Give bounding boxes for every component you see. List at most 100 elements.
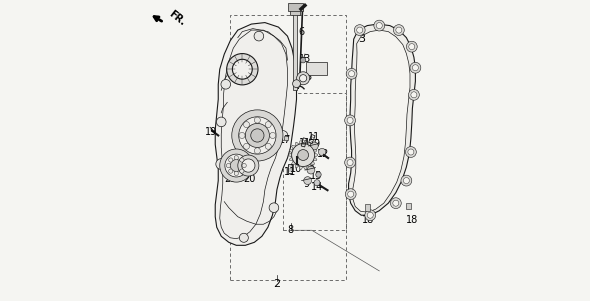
Text: 19: 19 — [205, 127, 217, 138]
Circle shape — [216, 159, 227, 169]
Circle shape — [230, 160, 242, 172]
Circle shape — [345, 115, 356, 126]
Circle shape — [407, 41, 417, 52]
Circle shape — [227, 163, 231, 168]
Text: 5: 5 — [305, 72, 312, 82]
Circle shape — [349, 71, 355, 77]
Circle shape — [405, 147, 417, 157]
Circle shape — [357, 27, 363, 33]
Circle shape — [300, 75, 307, 82]
Polygon shape — [303, 166, 307, 169]
Bar — [365, 204, 371, 211]
Polygon shape — [291, 161, 296, 165]
Polygon shape — [295, 164, 299, 168]
Circle shape — [347, 160, 353, 166]
Text: 2: 2 — [273, 279, 280, 290]
Text: 12: 12 — [317, 148, 329, 159]
Circle shape — [229, 169, 233, 173]
Bar — [407, 203, 411, 209]
Circle shape — [232, 59, 253, 79]
Polygon shape — [291, 145, 296, 149]
Circle shape — [242, 163, 246, 168]
Circle shape — [239, 132, 245, 138]
Text: FR.: FR. — [167, 9, 188, 27]
Circle shape — [346, 68, 357, 79]
Polygon shape — [299, 166, 303, 169]
Circle shape — [266, 143, 271, 149]
Circle shape — [304, 177, 312, 185]
Circle shape — [345, 189, 356, 200]
Bar — [284, 136, 288, 140]
Circle shape — [401, 175, 412, 186]
Circle shape — [367, 212, 373, 218]
Circle shape — [225, 154, 248, 177]
Text: 16: 16 — [231, 69, 243, 79]
Polygon shape — [215, 23, 297, 245]
Polygon shape — [314, 153, 317, 157]
Polygon shape — [307, 164, 311, 168]
Text: 11: 11 — [284, 166, 296, 177]
Circle shape — [393, 200, 399, 206]
Circle shape — [254, 117, 260, 123]
Circle shape — [355, 25, 365, 36]
Circle shape — [300, 57, 306, 63]
Circle shape — [319, 148, 326, 156]
Circle shape — [376, 23, 382, 29]
Polygon shape — [310, 161, 314, 165]
Circle shape — [245, 123, 270, 147]
Circle shape — [239, 117, 276, 154]
Circle shape — [310, 142, 318, 150]
Circle shape — [242, 159, 255, 172]
Text: 11: 11 — [299, 138, 312, 148]
Bar — [230, 15, 346, 280]
Circle shape — [270, 132, 276, 138]
Text: 18: 18 — [362, 215, 374, 225]
Text: 4: 4 — [315, 66, 321, 76]
Circle shape — [396, 27, 402, 33]
Circle shape — [293, 80, 300, 88]
Circle shape — [232, 110, 283, 161]
Text: 18: 18 — [407, 215, 418, 225]
Circle shape — [314, 180, 320, 186]
Circle shape — [345, 157, 356, 168]
Text: 9: 9 — [309, 165, 314, 175]
Circle shape — [240, 169, 244, 173]
Circle shape — [409, 44, 415, 50]
Circle shape — [244, 143, 250, 149]
Text: 9: 9 — [303, 178, 309, 189]
Circle shape — [278, 131, 288, 140]
Circle shape — [234, 171, 238, 175]
Text: 10: 10 — [290, 163, 303, 174]
Bar — [290, 9, 300, 15]
Circle shape — [408, 149, 414, 155]
Text: 7: 7 — [295, 81, 301, 91]
Polygon shape — [349, 24, 415, 215]
Circle shape — [221, 79, 231, 89]
Circle shape — [348, 191, 353, 197]
Polygon shape — [303, 141, 307, 144]
Circle shape — [219, 149, 253, 182]
Polygon shape — [307, 142, 311, 146]
Circle shape — [410, 62, 421, 73]
Text: 20: 20 — [242, 174, 255, 184]
Circle shape — [240, 158, 244, 162]
Circle shape — [298, 150, 309, 160]
Circle shape — [240, 233, 248, 242]
Circle shape — [217, 117, 226, 127]
Polygon shape — [313, 149, 317, 153]
Circle shape — [411, 92, 417, 98]
Circle shape — [244, 122, 250, 128]
Text: 6: 6 — [299, 26, 304, 37]
Circle shape — [316, 172, 321, 177]
Circle shape — [297, 72, 310, 85]
Circle shape — [254, 31, 264, 41]
Polygon shape — [313, 157, 317, 161]
Text: 21: 21 — [224, 174, 237, 184]
Polygon shape — [310, 145, 314, 149]
Circle shape — [408, 89, 419, 100]
Bar — [293, 9, 297, 90]
Text: 9: 9 — [313, 139, 319, 150]
Polygon shape — [295, 142, 299, 146]
Circle shape — [365, 210, 376, 221]
Circle shape — [229, 158, 233, 162]
